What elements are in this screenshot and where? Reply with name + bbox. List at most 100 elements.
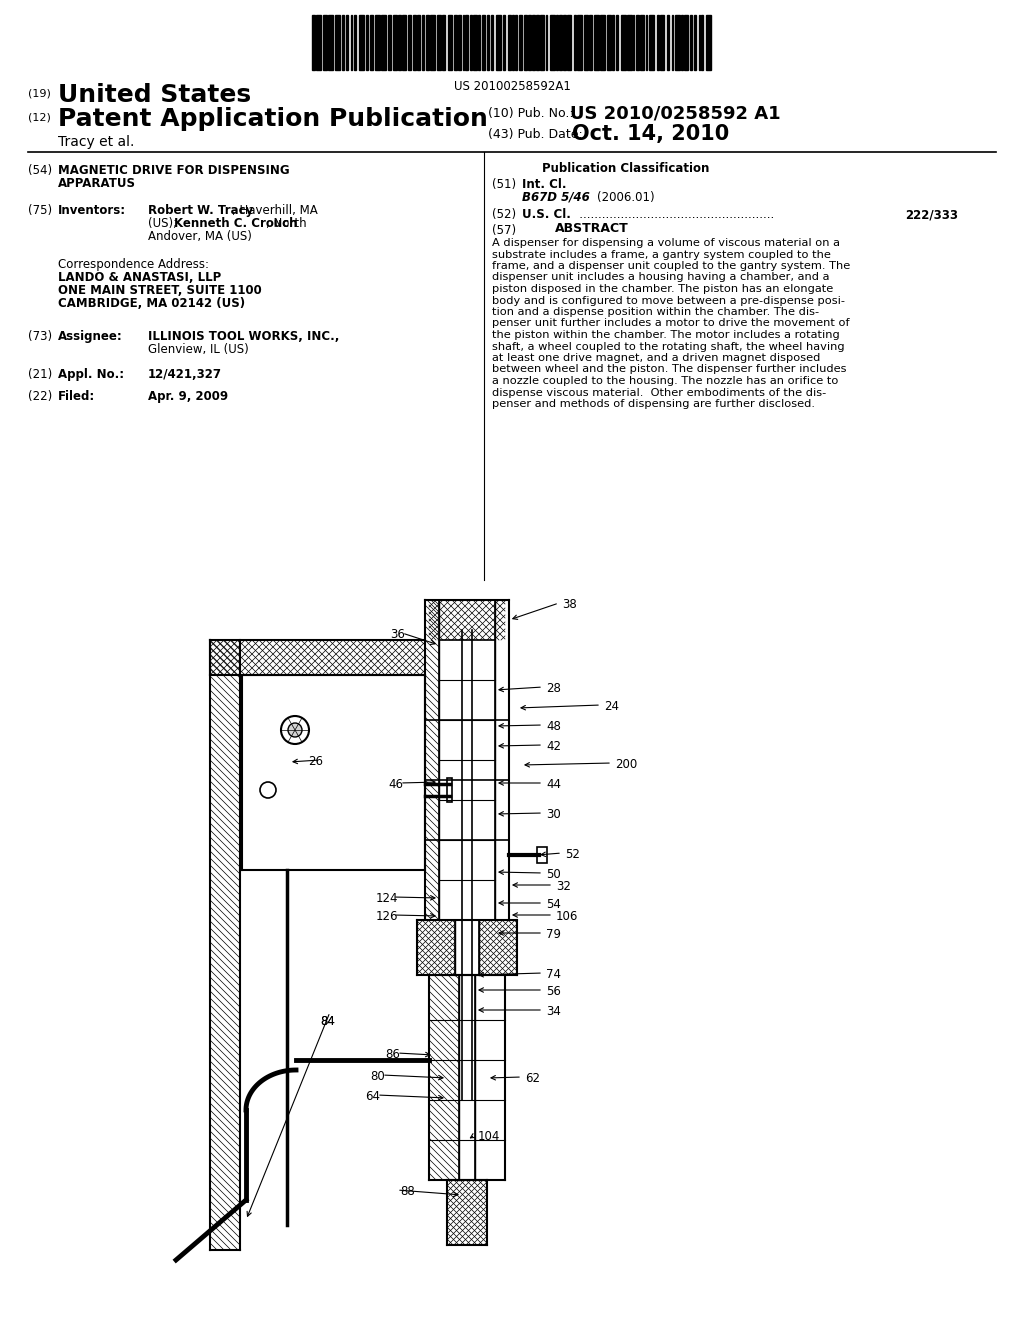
Bar [375,15,380,70]
Bar [627,15,632,70]
Bar [469,15,472,70]
Text: tion and a dispense position within the chamber. The dis-: tion and a dispense position within the … [492,308,819,317]
Bar [559,15,562,70]
Text: (75): (75) [28,205,52,216]
Text: 56: 56 [546,985,561,998]
Text: 84: 84 [319,1015,335,1028]
Bar [567,15,571,70]
Text: APPARATUS: APPARATUS [58,177,136,190]
Bar [519,15,521,70]
Text: a nozzle coupled to the housing. The nozzle has an orifice to: a nozzle coupled to the housing. The noz… [492,376,839,385]
Bar [563,15,565,70]
Bar [675,15,680,70]
Bar [537,847,547,863]
Bar [354,15,356,70]
Text: 126: 126 [376,909,398,923]
Text: 79: 79 [546,928,561,941]
Text: Kenneth C. Crouch: Kenneth C. Crouch [174,216,298,230]
Text: dispense viscous material.  Other embodiments of the dis-: dispense viscous material. Other embodim… [492,388,826,397]
Bar [550,15,555,70]
Bar [672,15,673,70]
Bar [594,15,599,70]
Circle shape [288,723,302,737]
Text: (21): (21) [28,368,52,381]
Bar [454,15,457,70]
Bar [656,15,659,70]
Bar [323,15,327,70]
Text: (73): (73) [28,330,52,343]
Bar [346,15,348,70]
Bar [463,15,464,70]
Bar [436,15,440,70]
Bar [616,15,618,70]
Text: (54): (54) [28,164,52,177]
Text: 24: 24 [604,700,618,713]
Bar [465,15,468,70]
Bar [482,15,484,70]
Bar [316,15,321,70]
Text: CAMBRIDGE, MA 02142 (US): CAMBRIDGE, MA 02142 (US) [58,297,245,310]
Bar [417,920,455,975]
Text: substrate includes a frame, a gantry system coupled to the: substrate includes a frame, a gantry sys… [492,249,830,260]
Bar [684,15,688,70]
Bar [536,15,539,70]
Text: Patent Application Publication: Patent Application Publication [58,107,487,131]
Bar [366,15,368,70]
Text: penser and methods of dispensing are further disclosed.: penser and methods of dispensing are fur… [492,399,815,409]
Bar [706,15,711,70]
Text: 46: 46 [388,777,403,791]
Text: 30: 30 [546,808,561,821]
Bar [429,15,434,70]
Bar [370,15,373,70]
Text: 38: 38 [562,598,577,611]
Text: , Haverhill, MA: , Haverhill, MA [232,205,317,216]
Circle shape [260,781,276,799]
Text: (43) Pub. Date:: (43) Pub. Date: [488,128,583,141]
Text: between wheel and the piston. The dispenser further includes: between wheel and the piston. The dispen… [492,364,847,375]
Text: 54: 54 [546,898,561,911]
Bar [689,15,691,70]
Bar [645,15,647,70]
Bar [341,15,343,70]
Text: 48: 48 [546,719,561,733]
Text: piston disposed in the chamber. The piston has an elongate: piston disposed in the chamber. The pist… [492,284,834,294]
Bar [447,777,452,803]
Text: frame, and a dispenser unit coupled to the gantry system. The: frame, and a dispenser unit coupled to t… [492,261,850,271]
Bar [210,640,240,1250]
Bar [640,15,643,70]
Bar [429,975,459,1180]
Bar [475,975,505,1180]
Text: 44: 44 [546,777,561,791]
Text: ABSTRACT: ABSTRACT [555,222,629,235]
Bar [681,15,683,70]
Text: U.S. Cl.: U.S. Cl. [522,209,570,220]
Bar [398,15,401,70]
Text: (22): (22) [28,389,52,403]
Bar [393,15,397,70]
Bar [496,15,501,70]
Bar [242,675,425,870]
Bar [402,15,406,70]
Bar [577,15,582,70]
Text: US 2010/0258592 A1: US 2010/0258592 A1 [570,104,780,121]
Text: 106: 106 [556,909,579,923]
Bar [621,15,626,70]
Bar [210,640,425,675]
Bar [486,15,488,70]
Bar [515,15,517,70]
Text: 50: 50 [546,869,561,880]
Text: Int. Cl.: Int. Cl. [522,178,566,191]
Text: Publication Classification: Publication Classification [542,162,710,176]
Text: United States: United States [58,83,251,107]
Bar [442,15,445,70]
Bar [584,15,588,70]
Bar [350,15,352,70]
Bar [698,15,700,70]
Bar [328,15,333,70]
Text: Apr. 9, 2009: Apr. 9, 2009 [148,389,228,403]
Bar [649,15,654,70]
Bar [532,15,535,70]
Bar [600,15,605,70]
Bar [667,15,669,70]
Text: 88: 88 [400,1185,415,1199]
